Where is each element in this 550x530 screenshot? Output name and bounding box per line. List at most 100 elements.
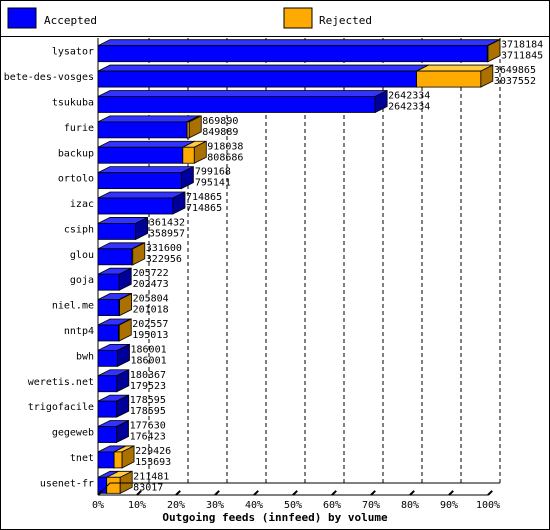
bar-rejected-side [480, 64, 494, 88]
category-label: goja [70, 275, 94, 286]
value-label-accepted: 178595 [130, 406, 166, 417]
x-tick-label: 80% [401, 500, 419, 511]
x-tick-mark [331, 490, 337, 496]
legend-label-rejected: Rejected [319, 14, 372, 27]
category-label: izac [70, 199, 94, 210]
x-tick-mark [175, 490, 181, 496]
x-tick-label: 50% [284, 500, 302, 511]
bar-accepted-side [172, 191, 186, 215]
x-tick-label: 10% [128, 500, 146, 511]
x-tick-label: 70% [362, 500, 380, 511]
value-label-accepted: 153693 [135, 457, 171, 468]
category-label: glou [70, 250, 94, 261]
bar-rejected-side [119, 470, 133, 494]
value-label-offered: 799168 [195, 167, 231, 178]
value-label-offered: 178595 [130, 395, 166, 406]
x-tick-label: 40% [245, 500, 263, 511]
x-tick-mark [214, 490, 220, 496]
bar-rejected-side [487, 39, 501, 63]
value-label-offered: 3718184 [501, 40, 543, 51]
bar-rejected-top [416, 64, 494, 72]
bar-accepted [97, 349, 118, 367]
x-tick-mark [97, 490, 103, 496]
bar-accepted-side [116, 419, 129, 444]
bar-accepted-top [97, 64, 429, 72]
bar-accepted [97, 273, 120, 291]
legend-item-accepted: Accepted [7, 7, 97, 29]
bar-accepted [97, 223, 137, 240]
bar-accepted [97, 121, 188, 139]
value-label-accepted: 3037552 [494, 76, 536, 87]
grid [97, 38, 501, 495]
value-label-offered: 714865 [186, 192, 222, 203]
x-axis-title: Outgoing feeds (innfeed) by volume [162, 511, 388, 524]
value-label-accepted: 322956 [146, 254, 182, 265]
x-tick-label: 90% [440, 500, 458, 511]
value-label-accepted: 195013 [132, 330, 168, 341]
value-label-accepted: 714865 [186, 203, 222, 214]
legend: Accepted Rejected [7, 7, 372, 29]
legend-item-rejected: Rejected [283, 7, 372, 29]
value-label-accepted: 201018 [133, 305, 169, 316]
bar-accepted [97, 197, 174, 215]
value-label-offered: 229426 [135, 446, 171, 457]
value-label-accepted: 202473 [133, 279, 169, 290]
category-label: bwh [76, 351, 94, 362]
bar-accepted-top [97, 39, 500, 47]
category-label: weretis.net [28, 377, 94, 388]
bar-rejected-side [188, 115, 202, 139]
x-tick-label: 30% [206, 500, 224, 511]
value-label-offered: 331600 [146, 243, 182, 254]
category-label: csiph [64, 224, 94, 235]
bar-accepted [97, 146, 184, 164]
bar-accepted-side [118, 267, 132, 291]
bar-accepted-side [135, 216, 149, 241]
category-label: furie [64, 123, 94, 134]
bar-rejected-side [119, 292, 132, 317]
bar-accepted-side [116, 369, 130, 393]
bar-accepted [97, 299, 120, 316]
bar-rejected [416, 70, 482, 88]
value-label-offered: 202557 [132, 319, 168, 330]
x-tick-label: 100% [476, 500, 500, 511]
value-label-offered: 211481 [133, 471, 169, 482]
bar-accepted [97, 70, 418, 88]
x-tick-label: 20% [167, 500, 185, 511]
bar-accepted [97, 248, 133, 266]
bar-rejected-side [132, 242, 146, 266]
legend-swatch-rejected [283, 7, 313, 29]
bar-accepted-side [181, 165, 194, 190]
value-label-offered: 2642334 [388, 90, 430, 101]
bar-accepted [97, 96, 376, 113]
category-label: ortolo [58, 174, 94, 185]
bars [97, 39, 501, 494]
value-label-accepted: 2642334 [388, 101, 430, 112]
bar-accepted-top [97, 191, 186, 199]
bar-accepted [97, 451, 115, 469]
bar-accepted-top [97, 140, 196, 148]
x-tick-mark [370, 490, 376, 496]
category-label: bete-des-vosges [4, 72, 94, 83]
value-label-offered: 3649865 [494, 65, 536, 76]
bar-rejected-side [193, 140, 207, 164]
bar-accepted-top [97, 90, 388, 97]
value-label-accepted: 849889 [202, 127, 238, 138]
category-label: tnet [70, 453, 94, 464]
value-label-offered: 186001 [131, 344, 167, 355]
value-label-accepted: 186001 [131, 355, 167, 366]
x-tick-label: 60% [323, 500, 341, 511]
bar-accepted-top [97, 115, 200, 123]
value-label-offered: 180367 [130, 370, 166, 381]
value-label-offered: 205804 [133, 294, 169, 305]
category-label: niel.me [52, 301, 94, 312]
value-label-accepted: 795141 [195, 178, 231, 189]
value-label-offered: 869890 [202, 116, 238, 127]
value-label-accepted: 179523 [130, 381, 166, 392]
legend-label-accepted: Accepted [44, 14, 97, 27]
value-label-offered: 205722 [133, 268, 169, 279]
value-label-offered: 361432 [149, 217, 185, 228]
bar-rejected-side [121, 445, 135, 469]
